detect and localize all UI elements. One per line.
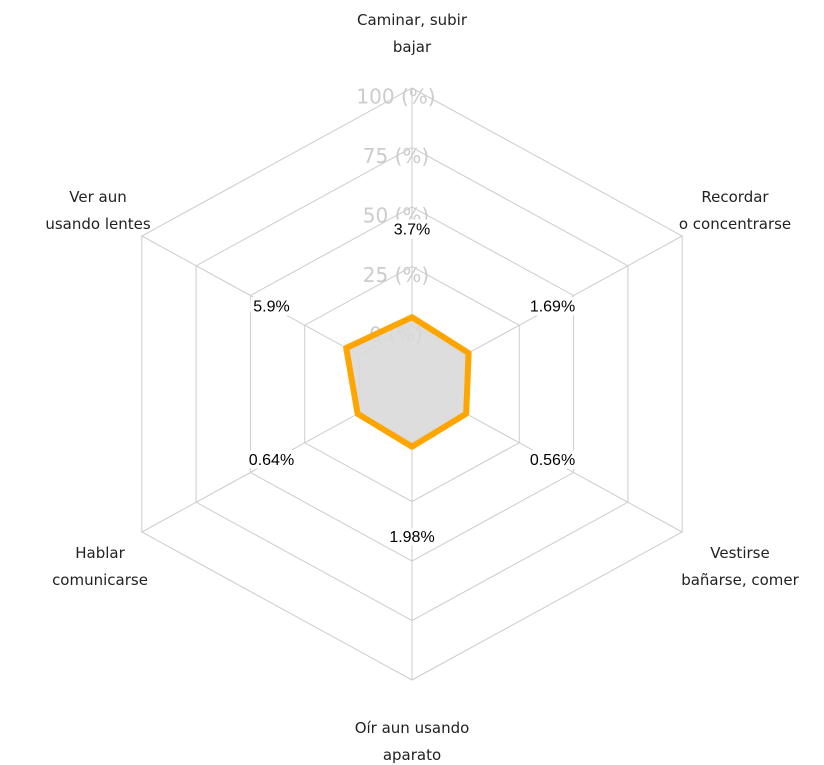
- data-area: [343, 314, 472, 450]
- radial-tick-label: 75 (%): [363, 144, 429, 168]
- value-label: 3.7%: [394, 221, 430, 238]
- value-label: 0.56%: [530, 452, 575, 469]
- category-label: Vestirse bañarse, comer: [681, 544, 799, 589]
- category-label-line: o concentrarse: [679, 215, 791, 233]
- category-label-line: Ver aun: [69, 188, 126, 206]
- value-label: 1.69%: [530, 298, 575, 315]
- category-label-line: bañarse, comer: [681, 571, 799, 589]
- value-label: 0.64%: [249, 452, 294, 469]
- category-label-line: Vestirse: [710, 544, 769, 562]
- category-label: Hablar comunicarse: [52, 544, 148, 589]
- spoke: [464, 235, 683, 356]
- spoke: [141, 235, 360, 356]
- spoke: [141, 412, 360, 533]
- category-label-line: Oír aun usando: [355, 719, 470, 737]
- category-label: Ver aun usando lentes: [45, 188, 151, 233]
- category-label-line: Hablar: [75, 544, 125, 562]
- radial-tick-label: 100 (%): [356, 85, 435, 109]
- radial-tick-label: 25 (%): [363, 263, 429, 287]
- category-label-line: aparato: [383, 746, 441, 764]
- radial-tick-label: 50 (%): [363, 203, 429, 227]
- category-label: Recordar o concentrarse: [679, 188, 791, 233]
- category-label-line: bajar: [393, 38, 432, 56]
- category-label-line: Recordar: [701, 188, 769, 206]
- category-label-line: Caminar, subir: [357, 11, 468, 29]
- category-label: Caminar, subir bajar: [357, 11, 468, 56]
- category-label-line: usando lentes: [45, 215, 151, 233]
- spoke: [464, 412, 683, 533]
- value-label: 1.98%: [389, 529, 434, 546]
- category-label-line: comunicarse: [52, 571, 148, 589]
- category-label: Oír aun usando aparato: [355, 719, 470, 764]
- value-label: 5.9%: [253, 298, 289, 315]
